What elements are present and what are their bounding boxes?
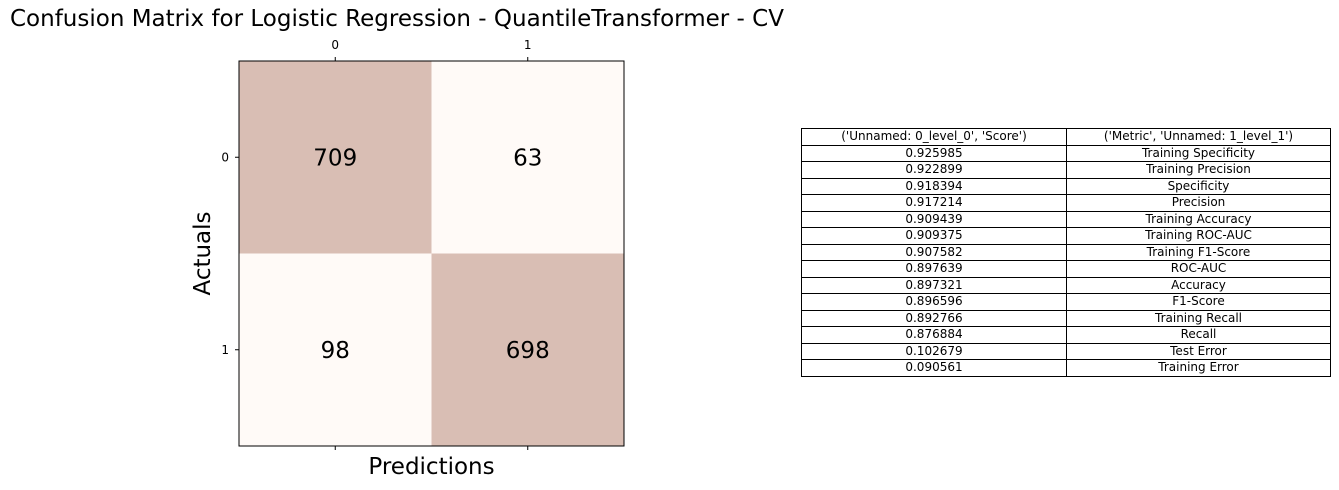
table-row: 0.090561 Training Error [801,359,1331,377]
matrix-cell [239,253,432,446]
y-tick-label: 1 [221,343,229,357]
metric-cell: Training Error [1066,359,1331,377]
score-cell: 0.918394 [801,177,1067,195]
table-row: 0.917214 Precision [801,194,1331,212]
x-tick-label: 0 [331,38,339,52]
matrix-cell [431,61,624,254]
chart-title: Confusion Matrix for Logistic Regression… [10,6,784,32]
matrix-cell [431,253,624,446]
table-row: 0.909375 Training ROC-AUC [801,227,1331,245]
metric-cell: Training Precision [1066,161,1331,179]
confusion-matrix: 709 63 98 698 0 1 0 1 Predictions Actuals [190,38,625,480]
table-header-score: ('Unnamed: 0_level_0', 'Score') [801,128,1067,146]
score-cell: 0.925985 [801,144,1067,162]
metric-cell: Training F1-Score [1066,243,1331,261]
score-cell: 0.876884 [801,326,1067,344]
cell-value-label: 98 [321,338,350,364]
y-tick-label: 0 [221,150,229,164]
table-header-metric: ('Metric', 'Unnamed: 1_level_1') [1066,128,1331,146]
metric-cell: Training ROC-AUC [1066,227,1331,245]
table-row: 0.102679 Test Error [801,342,1331,360]
metric-cell: Training Accuracy [1066,210,1331,228]
table-row: 0.922899 Training Precision [801,161,1331,179]
metric-cell: Training Recall [1066,309,1331,327]
table-header-row: ('Unnamed: 0_level_0', 'Score') ('Metric… [801,128,1331,146]
table-row: 0.918394 Specificity [801,177,1331,195]
score-cell: 0.892766 [801,309,1067,327]
score-cell: 0.907582 [801,243,1067,261]
table-row: 0.897321 Accuracy [801,276,1331,294]
metrics-table: ('Unnamed: 0_level_0', 'Score') ('Metric… [801,128,1331,377]
cell-value-label: 709 [313,145,357,171]
y-axis-label: Actuals [190,211,216,295]
metric-cell: Training Specificity [1066,144,1331,162]
score-cell: 0.909375 [801,227,1067,245]
metric-cell: Recall [1066,326,1331,344]
score-cell: 0.897321 [801,276,1067,294]
table-row: 0.892766 Training Recall [801,309,1331,327]
table-row: 0.909439 Training Accuracy [801,210,1331,228]
score-cell: 0.896596 [801,293,1067,311]
cell-value-label: 698 [506,338,550,364]
score-cell: 0.909439 [801,210,1067,228]
metric-cell: Test Error [1066,342,1331,360]
score-cell: 0.090561 [801,359,1067,377]
score-cell: 0.917214 [801,194,1067,212]
score-cell: 0.922899 [801,161,1067,179]
metric-cell: Precision [1066,194,1331,212]
metric-cell: F1-Score [1066,293,1331,311]
score-cell: 0.102679 [801,342,1067,360]
table-row: 0.897639 ROC-AUC [801,260,1331,278]
metric-cell: ROC-AUC [1066,260,1331,278]
matrix-frame [238,60,625,447]
cell-value-label: 63 [513,145,542,171]
x-tick-label: 1 [524,38,532,52]
matrix-cell [239,61,432,254]
metric-cell: Accuracy [1066,276,1331,294]
table-row: 0.876884 Recall [801,326,1331,344]
table-row: 0.896596 F1-Score [801,293,1331,311]
metric-cell: Specificity [1066,177,1331,195]
table-row: 0.907582 Training F1-Score [801,243,1331,261]
table-row: 0.925985 Training Specificity [801,144,1331,162]
score-cell: 0.897639 [801,260,1067,278]
x-axis-label: Predictions [368,454,494,480]
